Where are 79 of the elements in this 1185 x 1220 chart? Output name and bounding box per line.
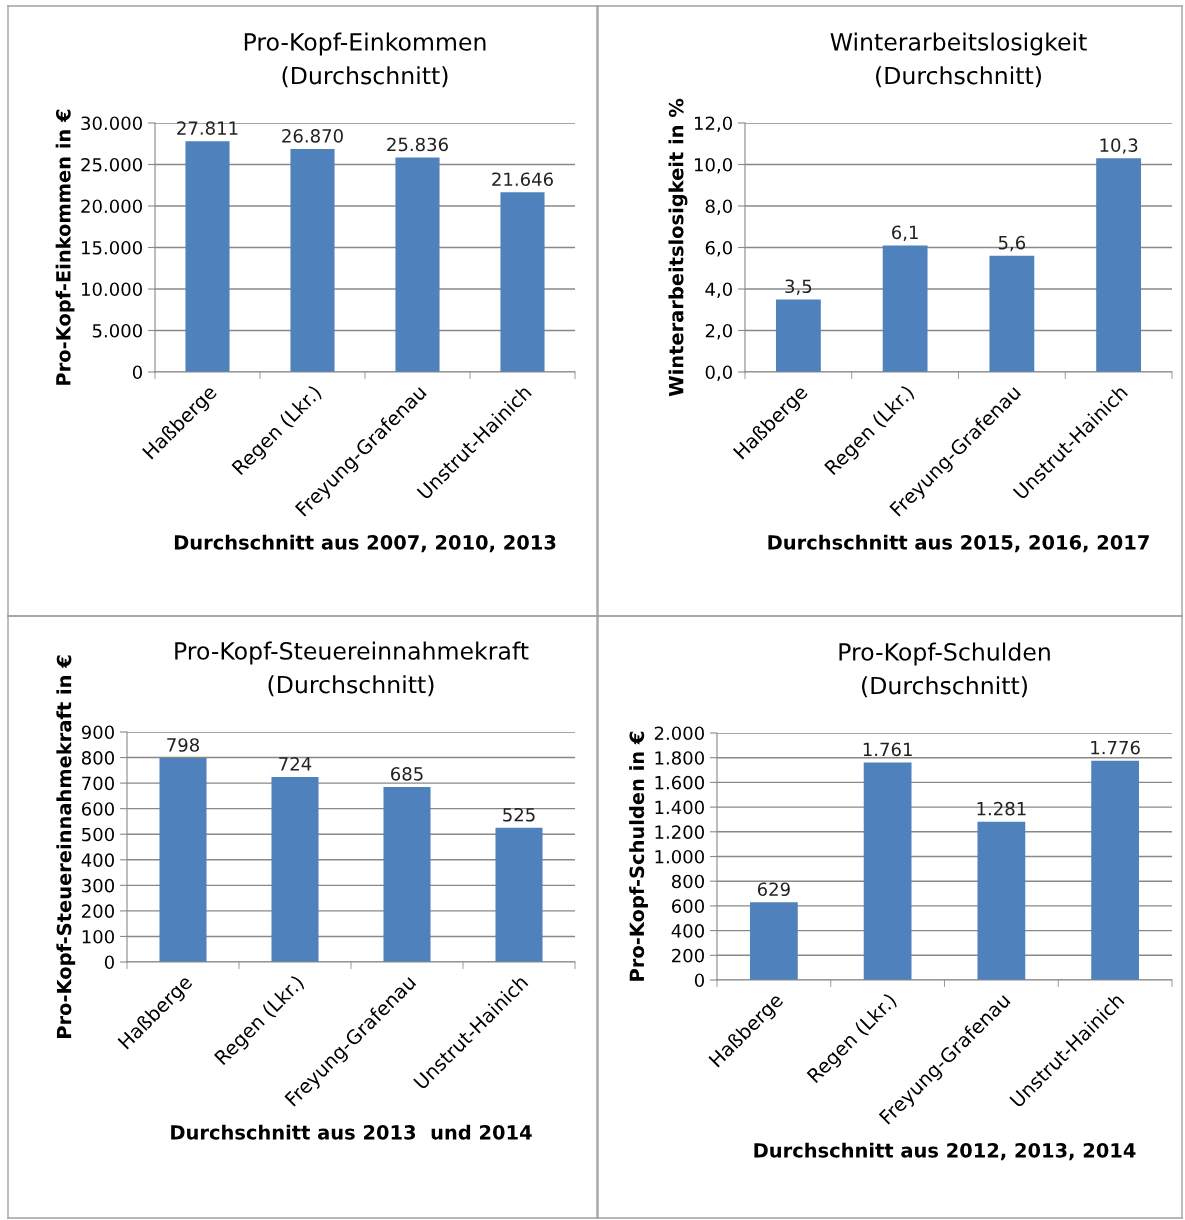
y-tick-label: 1.600	[655, 775, 704, 790]
y-tick-label: 1.000	[655, 849, 704, 864]
x-axis-title: Durchschnitt aus 2012, 2013, 2014	[754, 1142, 1136, 1161]
x-axis-title: Durchschnitt aus 2007, 2010, 2013	[174, 534, 556, 553]
y-tick-label: 15.000	[82, 240, 142, 255]
y-tick-label: 4,0	[705, 282, 732, 298]
y-tick-label: 200	[82, 904, 114, 919]
bar	[290, 148, 335, 372]
bar	[1096, 158, 1142, 372]
y-tick-label: 2,0	[705, 323, 732, 340]
x-axis-title: Durchschnitt aus 2015, 2016, 2017	[768, 534, 1149, 553]
y-tick-label: 0,0	[705, 365, 732, 381]
chart-title: Pro-Kopf-Einkommen (Durchschnitt)	[244, 32, 486, 88]
data-label: 629	[757, 882, 790, 897]
bar	[159, 758, 207, 962]
bar	[495, 827, 543, 962]
bar	[271, 776, 319, 962]
y-tick-label: 200	[672, 948, 704, 963]
y-tick-label: 400	[81, 853, 114, 867]
bar	[395, 157, 440, 372]
data-label: 5,6	[998, 235, 1026, 252]
y-tick-label: 8,0	[705, 199, 732, 215]
bar	[1091, 760, 1140, 980]
y-tick-label: 700	[82, 776, 114, 791]
bar	[989, 255, 1035, 372]
bar	[383, 786, 431, 962]
y-tick-label: 0	[104, 955, 114, 970]
chart-title: Pro-Kopf-Schulden (Durchschnitt)	[839, 642, 1050, 698]
chart-title: Pro-Kopf-Steuereinnahmekraft (Durchschnitt)	[175, 641, 529, 697]
data-label: 27.811	[177, 121, 238, 135]
y-tick-label: 20.000	[81, 199, 142, 214]
y-tick-label: 400	[671, 924, 704, 938]
y-tick-label: 600	[671, 899, 704, 914]
bar	[775, 299, 821, 372]
bar	[882, 245, 928, 372]
y-tick-label: 600	[81, 802, 114, 816]
data-label: 1.776	[1091, 740, 1140, 755]
data-label: 26.870	[282, 129, 343, 143]
y-tick-label: 800	[671, 874, 704, 889]
y-tick-label: 0	[694, 973, 704, 988]
chart-title: Winterarbeitslosigkeit (Durchschnitt)	[830, 32, 1087, 88]
y-axis-title: Pro-Kopf-Einkommen in €	[55, 109, 75, 385]
y-tick-label: 1.200	[655, 825, 704, 839]
y-tick-label: 100	[82, 929, 114, 944]
y-tick-label: 0	[132, 365, 142, 380]
data-label: 25.836	[387, 137, 448, 152]
y-tick-label: 10.000	[82, 282, 142, 297]
y-tick-label: 6,0	[705, 240, 732, 257]
y-tick-label: 800	[81, 751, 114, 765]
y-tick-label: 25.000	[81, 157, 142, 172]
y-tick-label: 500	[82, 827, 114, 842]
y-axis-title: Pro-Kopf-Steuereinnahmekraft in €	[56, 655, 76, 1038]
y-tick-label: 5.000	[92, 323, 142, 338]
y-tick-label: 12,0	[694, 116, 732, 132]
bar	[185, 141, 230, 372]
bar	[863, 762, 912, 980]
data-label: 724	[279, 757, 312, 771]
data-label: 10,3	[1100, 138, 1138, 154]
y-tick-label: 300	[82, 878, 114, 893]
data-label: 685	[391, 767, 423, 781]
data-label: 21.646	[492, 172, 553, 187]
data-label: 798	[167, 738, 199, 752]
y-tick-label: 2.000	[654, 726, 704, 741]
data-label: 525	[503, 807, 535, 822]
y-axis-title: Pro-Kopf-Schulden in €	[629, 731, 648, 981]
bar	[749, 902, 798, 980]
y-axis-title: Winterarbeitslosigkeit in %	[668, 98, 688, 397]
data-label: 3,5	[785, 279, 812, 295]
data-label: 6,1	[892, 225, 918, 241]
data-label: 1.281	[977, 801, 1026, 816]
y-tick-label: 30.000	[81, 116, 142, 131]
data-label: 1.761	[863, 742, 912, 757]
bar	[977, 821, 1026, 980]
x-axis-title: Durchschnitt aus 2013 und 2014	[171, 1124, 532, 1140]
y-tick-label: 10,0	[694, 157, 732, 174]
y-tick-label: 1.400	[655, 800, 704, 815]
bar	[500, 192, 545, 372]
y-tick-label: 1.800	[655, 751, 704, 765]
y-tick-label: 900	[81, 725, 114, 740]
